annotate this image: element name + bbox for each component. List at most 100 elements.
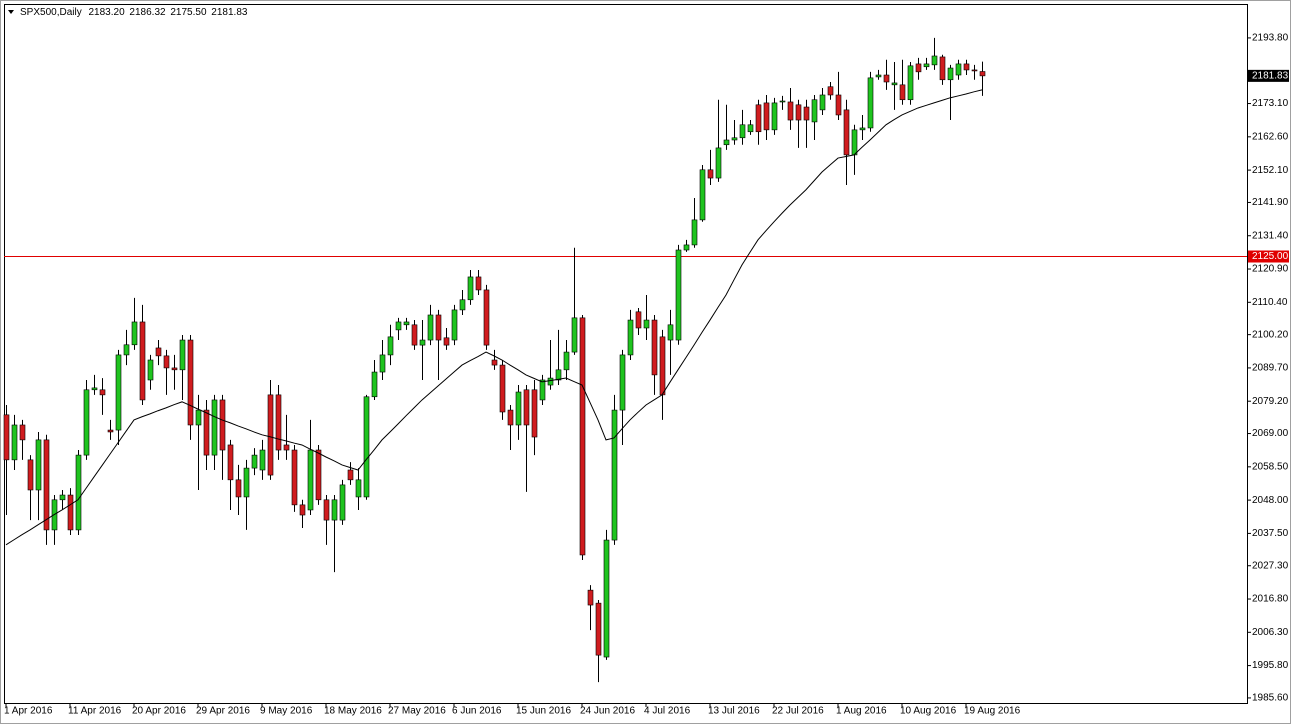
x-tick-label: 24 Jun 2016: [580, 706, 635, 717]
candle-body: [227, 444, 234, 481]
y-tick-label: 2173.10: [1252, 98, 1289, 109]
candle-body: [43, 439, 50, 531]
candle-body: [91, 387, 98, 391]
candle-body: [811, 99, 818, 123]
candle-body: [507, 409, 514, 426]
candle-body: [355, 479, 362, 498]
y-tick-label: 2037.50: [1252, 528, 1289, 539]
candle-body: [699, 169, 706, 221]
x-tick-label: 18 May 2016: [324, 706, 382, 717]
y-tick-label: 1985.60: [1252, 693, 1289, 704]
candle-body: [843, 109, 850, 156]
candle-body: [435, 314, 442, 341]
candle-body: [635, 311, 642, 329]
x-tick-label: 27 May 2016: [388, 706, 446, 717]
candle-body: [19, 424, 26, 441]
moving-average: [5, 89, 983, 546]
chart-header: SPX500,Daily 2183.20 2186.32 2175.50 218…: [20, 7, 248, 18]
x-tick-label: 15 Jun 2016: [516, 706, 571, 717]
y-tick-label: 2141.90: [1252, 197, 1289, 208]
candle-body: [563, 351, 570, 371]
y-tick-label: 2100.20: [1252, 329, 1289, 340]
candle-body: [131, 321, 138, 346]
candle-body: [851, 129, 858, 156]
x-tick-label: 29 Apr 2016: [196, 706, 250, 717]
candle-body: [59, 494, 66, 501]
candle-body: [67, 494, 74, 531]
candle-body: [915, 63, 922, 73]
candle-body: [835, 94, 842, 116]
candle-body: [771, 102, 778, 131]
y-tick-label: 2131.40: [1252, 230, 1289, 241]
candle-body: [579, 317, 586, 556]
level-box: [1248, 250, 1289, 263]
candle-body: [923, 63, 930, 68]
candle-body: [827, 86, 834, 96]
candle-body: [323, 499, 330, 521]
candle-body: [627, 319, 634, 356]
candle-body: [275, 394, 282, 451]
candle-body: [955, 63, 962, 76]
x-tick-label: 1 Aug 2016: [836, 706, 887, 717]
candle-body: [467, 276, 474, 301]
plot-frame: [4, 4, 1248, 704]
y-tick-label: 2152.10: [1252, 165, 1289, 176]
candle-body: [243, 467, 250, 498]
candle-body: [819, 94, 826, 111]
candle-body: [747, 124, 754, 133]
candle-body: [203, 409, 210, 456]
y-tick-label: 2162.60: [1252, 131, 1289, 142]
candle-body: [443, 337, 450, 346]
candle-body: [859, 127, 866, 131]
candle-body: [179, 339, 186, 371]
candle-body: [483, 289, 490, 346]
y-tick-label: 2048.00: [1252, 495, 1289, 506]
candle-body: [963, 63, 970, 71]
candle-body: [683, 244, 690, 251]
candle-body: [947, 67, 954, 81]
candle-body: [539, 379, 546, 401]
candle-body: [619, 354, 626, 411]
candle-body: [459, 299, 466, 311]
candle-body: [451, 309, 458, 341]
candle-body: [875, 74, 882, 78]
candle-body: [379, 354, 386, 373]
candle-body: [347, 469, 354, 481]
candle-body: [555, 369, 562, 381]
y-tick-label: 1995.80: [1252, 660, 1289, 671]
candle-body: [107, 429, 114, 433]
candle-body: [195, 409, 202, 426]
candle-body: [395, 321, 402, 331]
y-tick-label: 2058.50: [1252, 461, 1289, 472]
candle-body: [419, 339, 426, 346]
candle-body: [187, 339, 194, 426]
candle-body: [803, 106, 810, 121]
candle-body: [3, 414, 10, 461]
y-tick-label: 2110.40: [1252, 297, 1288, 308]
candle-body: [491, 359, 498, 366]
candle-body: [971, 69, 978, 72]
candle-body: [235, 479, 242, 498]
candle-body: [675, 249, 682, 341]
candle-body: [171, 367, 178, 371]
candle-body: [643, 319, 650, 329]
x-tick-label: 10 Aug 2016: [900, 706, 957, 717]
candle-body: [763, 102, 770, 131]
header-high: 2186.32: [129, 7, 166, 18]
candle-body: [907, 65, 914, 101]
candle-body: [667, 324, 674, 341]
candle-body: [787, 101, 794, 121]
candle-body: [499, 364, 506, 413]
candle-body: [163, 355, 170, 369]
candle-body: [219, 399, 226, 451]
candle-body: [707, 169, 714, 179]
candle-body: [547, 377, 554, 386]
x-tick-label: 11 Apr 2016: [68, 706, 122, 717]
candle-body: [475, 276, 482, 291]
candle-body: [531, 389, 538, 438]
header-open: 2183.20: [88, 7, 125, 18]
candle-body: [251, 454, 258, 469]
candle-body: [571, 317, 578, 353]
candle-body: [363, 396, 370, 498]
